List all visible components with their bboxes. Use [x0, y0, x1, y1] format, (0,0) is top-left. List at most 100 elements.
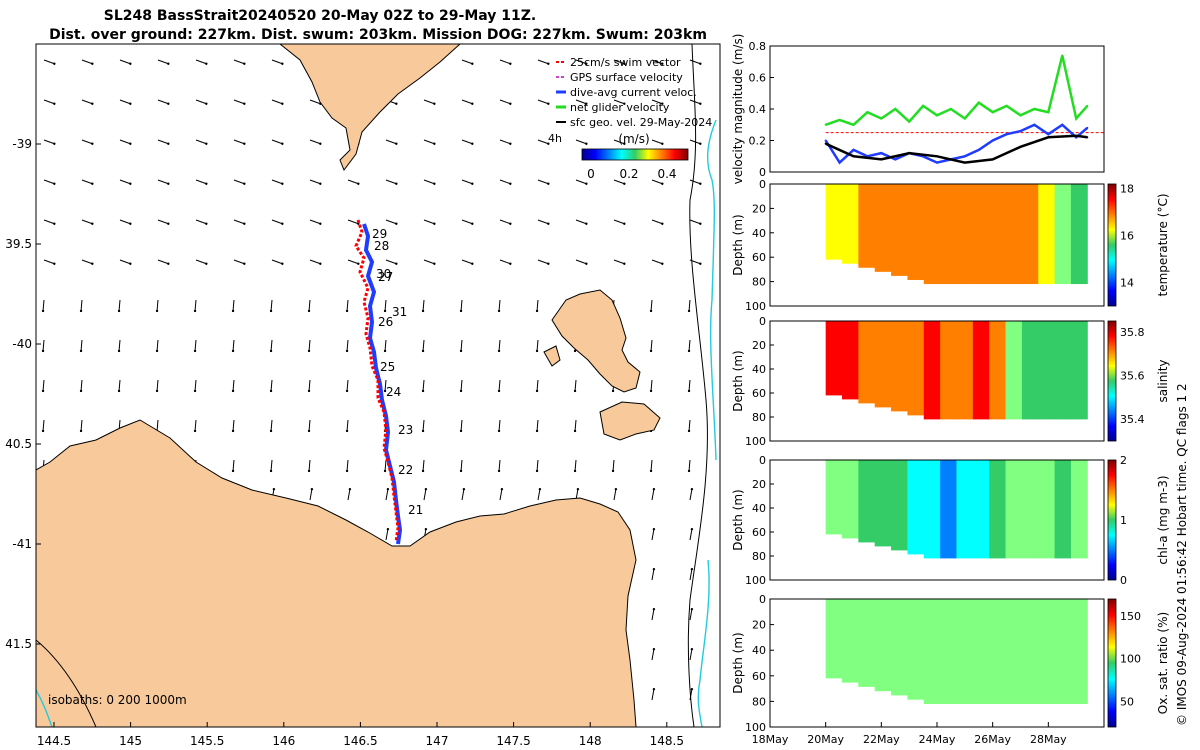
velocity-point — [1019, 114, 1022, 117]
current-arrow-head — [585, 62, 588, 65]
current-arrow — [461, 259, 473, 265]
track-day-label: 23 — [398, 423, 413, 437]
current-arrow-head — [433, 102, 436, 105]
colorbar-unit: (m/s) — [618, 132, 649, 146]
current-arrow-head — [91, 222, 94, 225]
current-arrow — [688, 419, 691, 432]
time-tick-label: 26May — [974, 733, 1011, 746]
current-arrow-head — [459, 349, 463, 353]
current-arrow — [575, 59, 587, 65]
current-arrow-head — [585, 102, 588, 105]
current-arrow-head — [690, 527, 694, 531]
section-cell — [891, 184, 908, 276]
section-ylabel: Depth (m) — [731, 214, 745, 275]
current-arrow — [118, 339, 121, 352]
current-arrow — [613, 259, 625, 265]
current-arrow-head — [652, 527, 656, 531]
section-cell — [874, 599, 892, 692]
current-arrow-head — [573, 349, 577, 353]
current-arrow — [537, 179, 549, 185]
current-arrow-head — [345, 389, 349, 393]
current-arrow-head — [231, 349, 235, 353]
current-arrow-head — [243, 262, 246, 265]
colorbar-tick-label: 1 — [1120, 514, 1127, 527]
current-arrow — [537, 99, 549, 105]
current-arrow — [689, 649, 693, 661]
section-cell — [1038, 460, 1056, 559]
current-arrow-head — [538, 487, 542, 491]
current-arrow-head — [509, 182, 512, 185]
current-arrow — [42, 379, 45, 392]
section-y-tick-label: 0 — [759, 315, 766, 328]
velocity-point — [963, 155, 966, 158]
current-arrow — [385, 179, 397, 185]
legend-dive-avg-current: dive-avg current veloc. — [570, 86, 697, 99]
map-y-tick-label: 41.5 — [5, 637, 32, 651]
current-arrow-head — [652, 567, 656, 571]
current-arrow-head — [167, 222, 170, 225]
current-arrow — [385, 259, 397, 265]
current-arrow — [650, 339, 653, 352]
colorbar-tick-label: 16 — [1120, 230, 1134, 243]
current-arrow-head — [129, 182, 132, 185]
current-arrow — [81, 59, 93, 65]
current-arrow — [461, 139, 473, 145]
current-arrow — [232, 459, 235, 472]
current-arrow — [499, 59, 511, 65]
current-arrow — [232, 299, 235, 312]
current-arrow — [43, 99, 55, 105]
current-arrow-head — [623, 102, 626, 105]
current-arrow-head — [91, 102, 94, 105]
current-arrow-head — [547, 62, 550, 65]
velocity-point — [922, 104, 925, 107]
velocity-point — [880, 152, 883, 155]
current-arrow-head — [623, 62, 626, 65]
current-arrow-head — [117, 309, 121, 313]
current-arrow — [232, 379, 235, 392]
current-arrow — [612, 459, 615, 472]
track-day-label: 22 — [398, 463, 413, 477]
current-arrow — [157, 259, 169, 265]
current-arrow — [651, 59, 663, 65]
current-arrow-head — [699, 262, 702, 265]
section-cell — [1038, 184, 1056, 285]
time-tick-label: 28May — [1030, 733, 1067, 746]
legend-swim-vector: 25cm/s swim vector — [570, 56, 681, 69]
current-arrow — [422, 459, 425, 472]
current-arrow-head — [573, 389, 577, 393]
track-day-label: 21 — [408, 503, 423, 517]
colorbar-tick-label: 0 — [1120, 574, 1127, 587]
current-arrow-head — [652, 487, 656, 491]
colorbar-tick-label: 100 — [1120, 653, 1141, 666]
section-cell — [1005, 460, 1023, 559]
current-arrow — [498, 459, 501, 472]
current-arrow-head — [167, 262, 170, 265]
current-arrow-head — [687, 309, 691, 313]
velocity-point — [824, 123, 827, 126]
current-arrow — [689, 179, 701, 185]
current-arrow-head — [421, 429, 425, 433]
current-arrow-head — [53, 62, 56, 65]
section-ylabel: Depth (m) — [731, 489, 745, 550]
current-arrow-head — [535, 349, 539, 353]
current-arrow-head — [41, 309, 45, 313]
current-arrow — [575, 179, 587, 185]
velocity-point — [880, 117, 883, 120]
section-y-tick-label: 60 — [752, 670, 766, 683]
section-cell — [825, 321, 843, 396]
colorbar-tick-02: 0.2 — [619, 167, 638, 181]
velocity-axes-box — [769, 45, 1105, 173]
current-arrow-head — [205, 262, 208, 265]
velocity-point — [963, 117, 966, 120]
current-arrow — [271, 99, 283, 105]
current-arrow-head — [41, 429, 45, 433]
current-arrow-head — [53, 142, 56, 145]
current-arrow — [460, 339, 463, 352]
current-arrow — [650, 379, 653, 392]
current-arrow-head — [421, 389, 425, 393]
isobath-200m-east — [706, 119, 717, 461]
current-arrow — [43, 259, 55, 265]
current-arrow — [651, 179, 663, 185]
velocity-point — [838, 161, 841, 164]
current-arrow — [650, 459, 653, 472]
